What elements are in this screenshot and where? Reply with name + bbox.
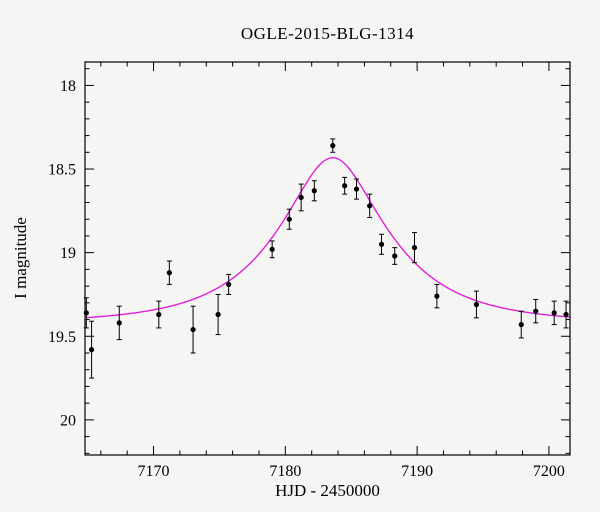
data-point [311, 188, 317, 194]
data-point [269, 246, 275, 252]
y-tick-label: 18 [60, 78, 76, 95]
data-point [83, 310, 89, 316]
x-tick-label: 7200 [533, 463, 565, 480]
data-point [367, 203, 373, 209]
chart-title: OGLE-2015-BLG-1314 [240, 24, 415, 43]
x-tick-label: 7190 [401, 463, 433, 480]
data-point [434, 293, 440, 299]
data-point [353, 186, 360, 192]
data-point [88, 347, 95, 353]
x-axis-label: HJD - 2450000 [275, 481, 380, 500]
data-point [156, 311, 162, 318]
axis-frame [84, 61, 571, 456]
x-tick-label: 7170 [138, 463, 170, 480]
data-point [190, 326, 196, 333]
data-point [342, 183, 348, 189]
data-point [518, 321, 524, 328]
data-point [378, 241, 385, 247]
data-point [411, 245, 418, 251]
y-tick-label: 18.5 [48, 162, 76, 179]
data-point [116, 320, 122, 326]
y-tick-label: 19.5 [48, 329, 76, 346]
data-point [473, 301, 480, 308]
data-point [392, 253, 398, 259]
y-tick-label: 20 [60, 412, 76, 429]
data-point [226, 281, 232, 288]
data-point [551, 310, 557, 316]
x-tick-label: 7180 [269, 463, 301, 480]
data-point [215, 311, 221, 318]
data-point [166, 270, 172, 276]
data-point [533, 308, 539, 314]
data-point [563, 311, 569, 318]
data-point [286, 216, 292, 222]
data-point [298, 194, 304, 201]
model-curve [84, 157, 570, 319]
data-point [330, 143, 336, 149]
y-tick-label: 19 [60, 245, 76, 262]
